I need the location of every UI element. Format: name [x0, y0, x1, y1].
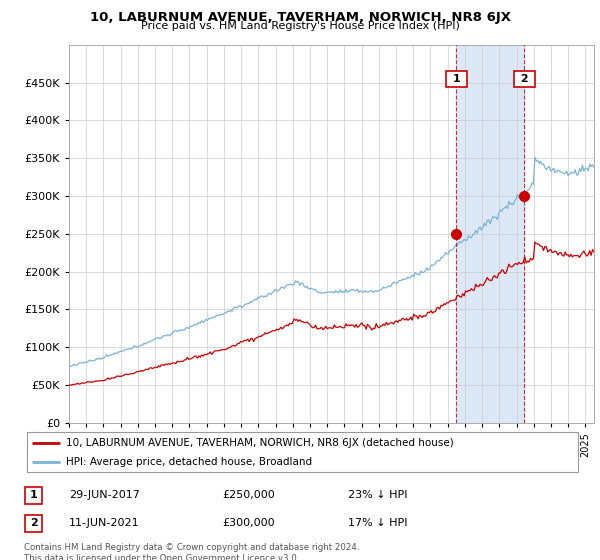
- Text: 2: 2: [517, 74, 532, 84]
- Text: £300,000: £300,000: [222, 518, 275, 528]
- Text: Contains HM Land Registry data © Crown copyright and database right 2024.
This d: Contains HM Land Registry data © Crown c…: [24, 543, 359, 560]
- Text: Price paid vs. HM Land Registry's House Price Index (HPI): Price paid vs. HM Land Registry's House …: [140, 21, 460, 31]
- Text: 10, LABURNUM AVENUE, TAVERHAM, NORWICH, NR8 6JX (detached house): 10, LABURNUM AVENUE, TAVERHAM, NORWICH, …: [66, 437, 454, 447]
- Text: 1: 1: [30, 490, 37, 500]
- FancyBboxPatch shape: [25, 487, 42, 503]
- Text: 29-JUN-2017: 29-JUN-2017: [69, 490, 140, 500]
- Text: 2: 2: [30, 518, 37, 528]
- Text: 23% ↓ HPI: 23% ↓ HPI: [348, 490, 407, 500]
- Bar: [456, 45, 524, 423]
- FancyBboxPatch shape: [27, 432, 578, 472]
- Text: 1: 1: [449, 74, 464, 84]
- FancyBboxPatch shape: [25, 515, 42, 531]
- Text: 10, LABURNUM AVENUE, TAVERHAM, NORWICH, NR8 6JX: 10, LABURNUM AVENUE, TAVERHAM, NORWICH, …: [89, 11, 511, 24]
- Text: 17% ↓ HPI: 17% ↓ HPI: [348, 518, 407, 528]
- Text: 11-JUN-2021: 11-JUN-2021: [69, 518, 140, 528]
- Text: HPI: Average price, detached house, Broadland: HPI: Average price, detached house, Broa…: [66, 457, 312, 467]
- Text: £250,000: £250,000: [222, 490, 275, 500]
